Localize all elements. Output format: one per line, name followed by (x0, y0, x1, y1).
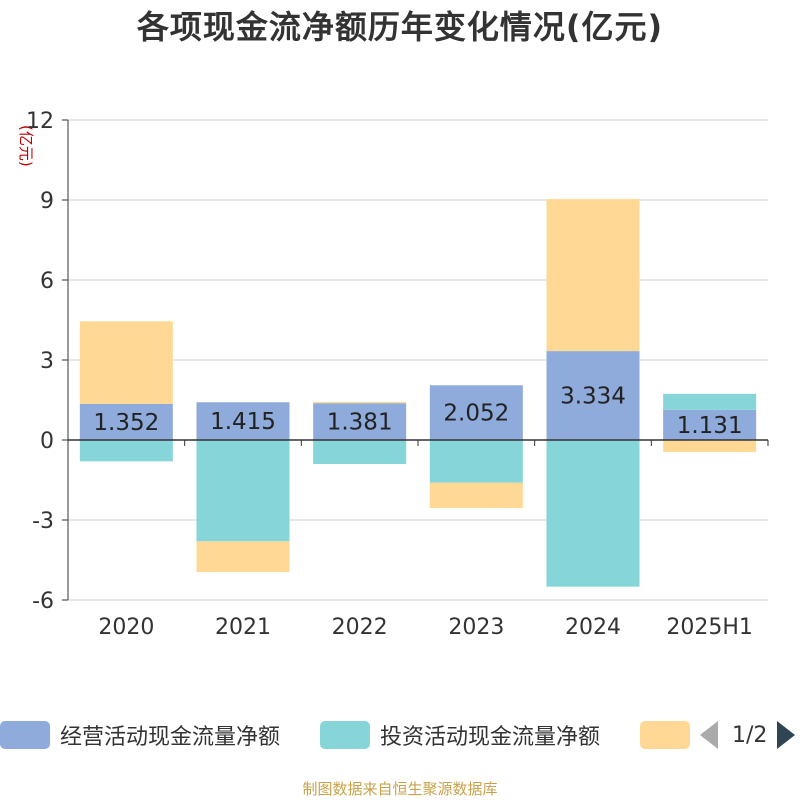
bar-0 (546, 351, 640, 440)
y-tick-label: 12 (26, 109, 54, 134)
bar-0 (663, 409, 757, 440)
x-tick-label: 2023 (448, 615, 504, 640)
legend-item-investing[interactable]: 投资活动现金流量净额 (320, 720, 600, 750)
bar-2 (429, 482, 523, 508)
bar-1 (196, 440, 290, 542)
data-label: 1.415 (210, 409, 276, 435)
y-tick-label: -6 (32, 589, 54, 614)
bar-1 (429, 440, 523, 483)
data-label: 3.334 (560, 384, 626, 410)
bar-2 (546, 199, 640, 352)
bar-2 (79, 321, 173, 404)
data-source-note: 制图数据来自恒生聚源数据库 (302, 780, 498, 798)
bar-1 (546, 440, 640, 587)
bar-1 (663, 393, 757, 410)
x-tick-label: 2021 (215, 615, 271, 640)
bar-0 (429, 385, 523, 440)
chart-title: 各项现金流净额历年变化情况(亿元) (136, 8, 664, 46)
legend: 经营活动现金流量净额 投资活动现金流量净额 1/2 (0, 714, 800, 758)
legend-prev-page-icon[interactable] (700, 721, 718, 749)
x-tick-label: 2025H1 (666, 615, 753, 640)
legend-item-financing[interactable] (640, 720, 690, 750)
legend-swatch-investing (320, 721, 370, 749)
x-tick-label: 2024 (565, 615, 621, 640)
bar-2 (313, 401, 407, 404)
bar-0 (196, 402, 290, 440)
y-tick-label: 3 (40, 349, 54, 374)
legend-pager: 1/2 (700, 720, 796, 750)
x-tick-label: 2022 (332, 615, 388, 640)
bar-0 (313, 403, 407, 440)
y-tick-label: 9 (40, 189, 54, 214)
bar-1 (313, 440, 407, 464)
legend-swatch-operating (0, 721, 50, 749)
y-tick-label: -3 (32, 509, 54, 534)
data-label: 1.352 (93, 410, 159, 436)
data-label: 1.131 (677, 413, 743, 439)
legend-label-investing: 投资活动现金流量净额 (380, 725, 601, 750)
bar-2 (663, 440, 757, 452)
x-tick-label: 2020 (98, 615, 154, 640)
legend-next-page-icon[interactable] (777, 721, 796, 749)
stacked-bar-chart: -6 -3 0 3 6 9 12 2020 2021 2022 2023 2024 2025H1 1.35… (26, 109, 769, 640)
bar-2 (196, 541, 290, 572)
legend-label-operating: 经营活动现金流量净额 (60, 725, 281, 750)
legend-swatch-financing (640, 721, 690, 749)
y-tick-label: 0 (40, 429, 54, 454)
legend-item-operating[interactable]: 经营活动现金流量净额 (0, 720, 280, 750)
bar-0 (79, 403, 173, 440)
y-tick-label: 6 (40, 269, 54, 294)
data-label: 2.052 (443, 401, 509, 427)
data-label: 1.381 (327, 410, 393, 436)
bar-1 (79, 440, 173, 462)
legend-page-number: 1/2 (732, 722, 768, 748)
